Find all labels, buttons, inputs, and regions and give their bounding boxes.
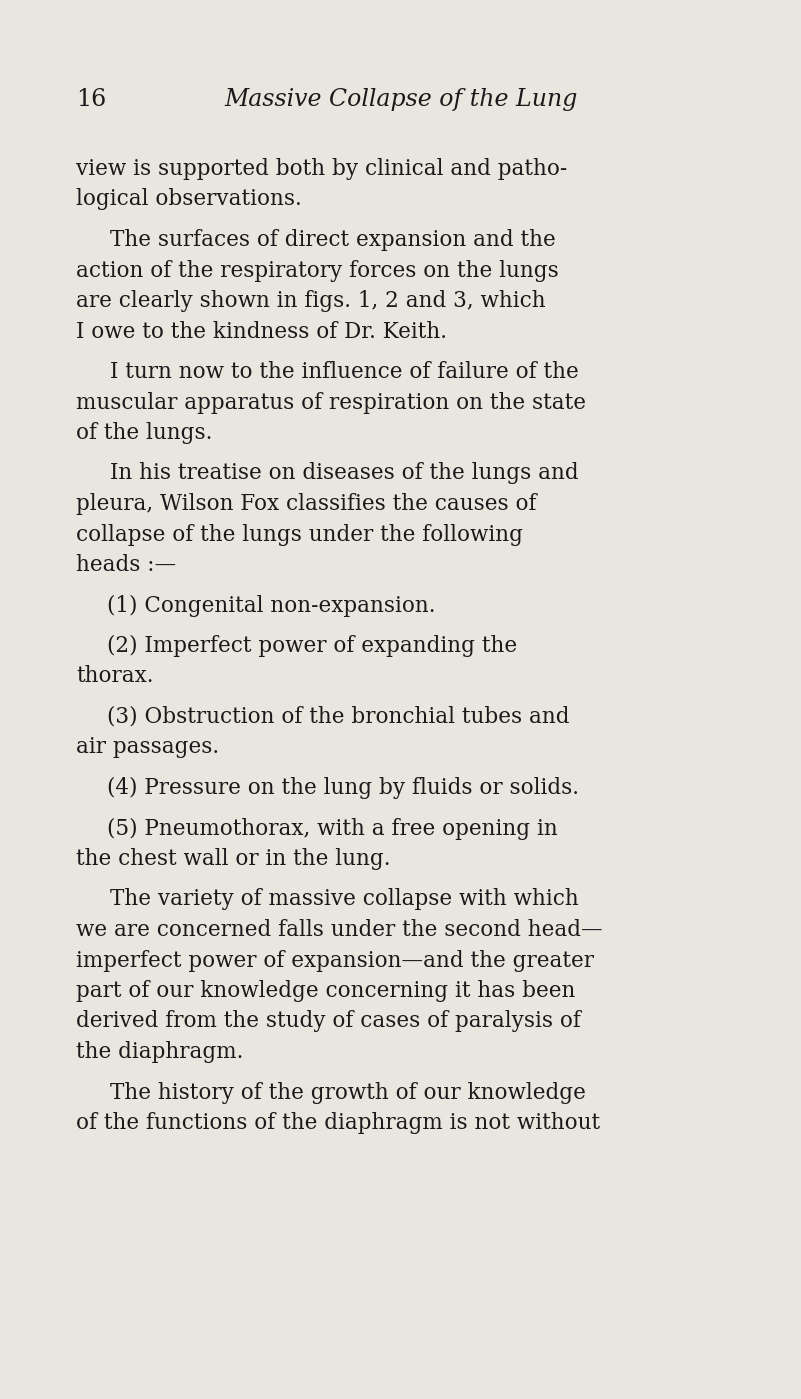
Text: (5) Pneumothorax, with a free opening in: (5) Pneumothorax, with a free opening in bbox=[107, 817, 557, 839]
Text: The surfaces of direct expansion and the: The surfaces of direct expansion and the bbox=[110, 229, 556, 250]
Text: the chest wall or in the lung.: the chest wall or in the lung. bbox=[76, 848, 391, 870]
Text: thorax.: thorax. bbox=[76, 666, 154, 687]
Text: of the lungs.: of the lungs. bbox=[76, 422, 212, 443]
Text: In his treatise on diseases of the lungs and: In his treatise on diseases of the lungs… bbox=[110, 463, 578, 484]
Text: action of the respiratory forces on the lungs: action of the respiratory forces on the … bbox=[76, 259, 559, 281]
Text: I turn now to the influence of failure of the: I turn now to the influence of failure o… bbox=[110, 361, 579, 383]
Text: air passages.: air passages. bbox=[76, 736, 219, 758]
Text: derived from the study of cases of paralysis of: derived from the study of cases of paral… bbox=[76, 1010, 581, 1032]
Text: pleura, Wilson Fox classifies the causes of: pleura, Wilson Fox classifies the causes… bbox=[76, 492, 537, 515]
Text: (4) Pressure on the lung by fluids or solids.: (4) Pressure on the lung by fluids or so… bbox=[107, 776, 579, 799]
Text: view is supported both by clinical and patho-: view is supported both by clinical and p… bbox=[76, 158, 567, 180]
Text: imperfect power of expansion—and the greater: imperfect power of expansion—and the gre… bbox=[76, 950, 594, 971]
Text: the diaphragm.: the diaphragm. bbox=[76, 1041, 244, 1063]
Text: muscular apparatus of respiration on the state: muscular apparatus of respiration on the… bbox=[76, 392, 586, 414]
Text: The history of the growth of our knowledge: The history of the growth of our knowled… bbox=[110, 1081, 586, 1104]
Text: are clearly shown in figs. 1, 2 and 3, which: are clearly shown in figs. 1, 2 and 3, w… bbox=[76, 290, 545, 312]
Text: of the functions of the diaphragm is not without: of the functions of the diaphragm is not… bbox=[76, 1112, 600, 1135]
Text: part of our knowledge concerning it has been: part of our knowledge concerning it has … bbox=[76, 981, 575, 1002]
Text: we are concerned falls under the second head—: we are concerned falls under the second … bbox=[76, 919, 602, 942]
Text: I owe to the kindness of Dr. Keith.: I owe to the kindness of Dr. Keith. bbox=[76, 320, 447, 343]
Text: collapse of the lungs under the following: collapse of the lungs under the followin… bbox=[76, 523, 523, 546]
Text: (2) Imperfect power of expanding the: (2) Imperfect power of expanding the bbox=[107, 635, 517, 658]
Text: (1) Congenital non-expansion.: (1) Congenital non-expansion. bbox=[107, 595, 436, 617]
Text: Massive Collapse of the Lung: Massive Collapse of the Lung bbox=[224, 88, 578, 111]
Text: logical observations.: logical observations. bbox=[76, 189, 302, 210]
Text: heads :—: heads :— bbox=[76, 554, 176, 576]
Text: (3) Obstruction of the bronchial tubes and: (3) Obstruction of the bronchial tubes a… bbox=[107, 706, 570, 727]
Text: 16: 16 bbox=[76, 88, 107, 111]
Text: The variety of massive collapse with which: The variety of massive collapse with whi… bbox=[110, 888, 579, 911]
